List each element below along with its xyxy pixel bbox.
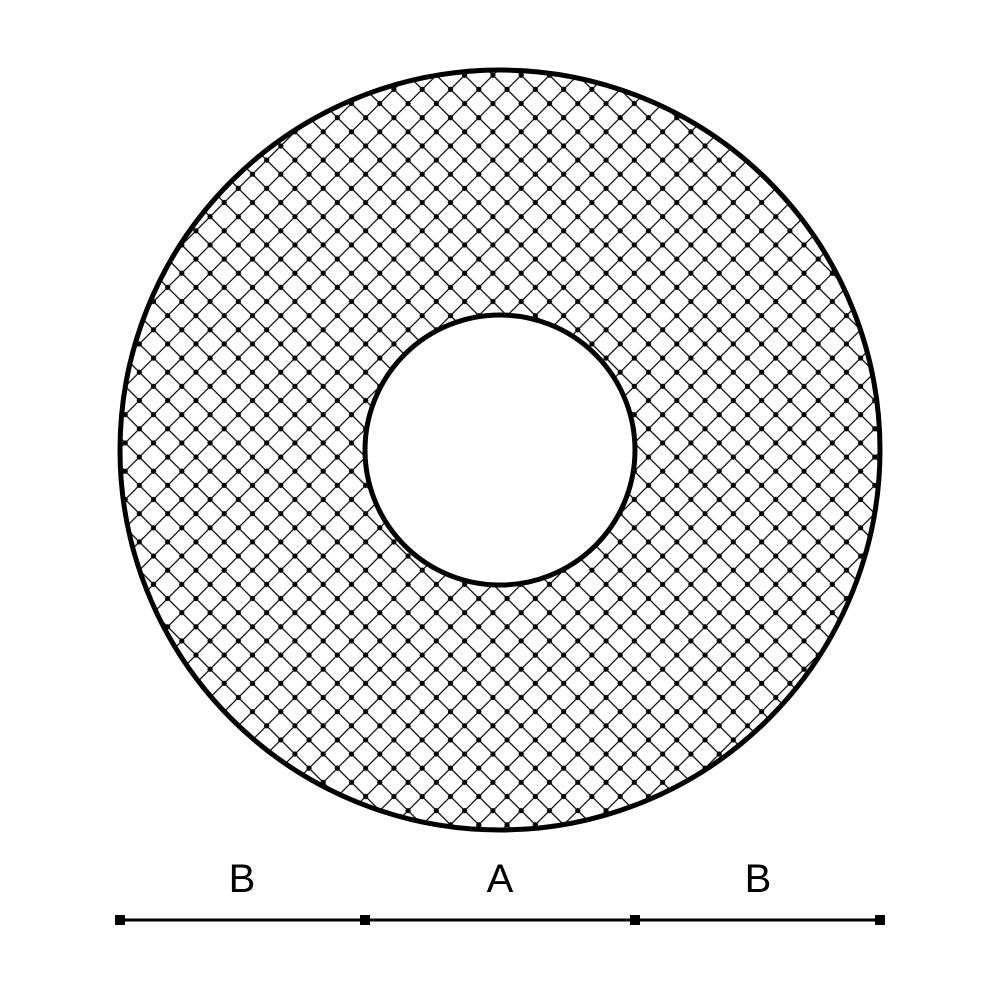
dimension-tick bbox=[115, 915, 125, 925]
dimension-tick bbox=[360, 915, 370, 925]
dimension-label: B bbox=[745, 857, 772, 901]
dimension-tick bbox=[875, 915, 885, 925]
dimension-label: A bbox=[487, 857, 514, 901]
annulus-diagram: BAB bbox=[0, 0, 1000, 1000]
dimension-tick bbox=[630, 915, 640, 925]
diagram-canvas: BAB bbox=[0, 0, 1000, 1000]
annulus-body bbox=[0, 0, 1000, 1000]
dimension-label: B bbox=[229, 857, 256, 901]
